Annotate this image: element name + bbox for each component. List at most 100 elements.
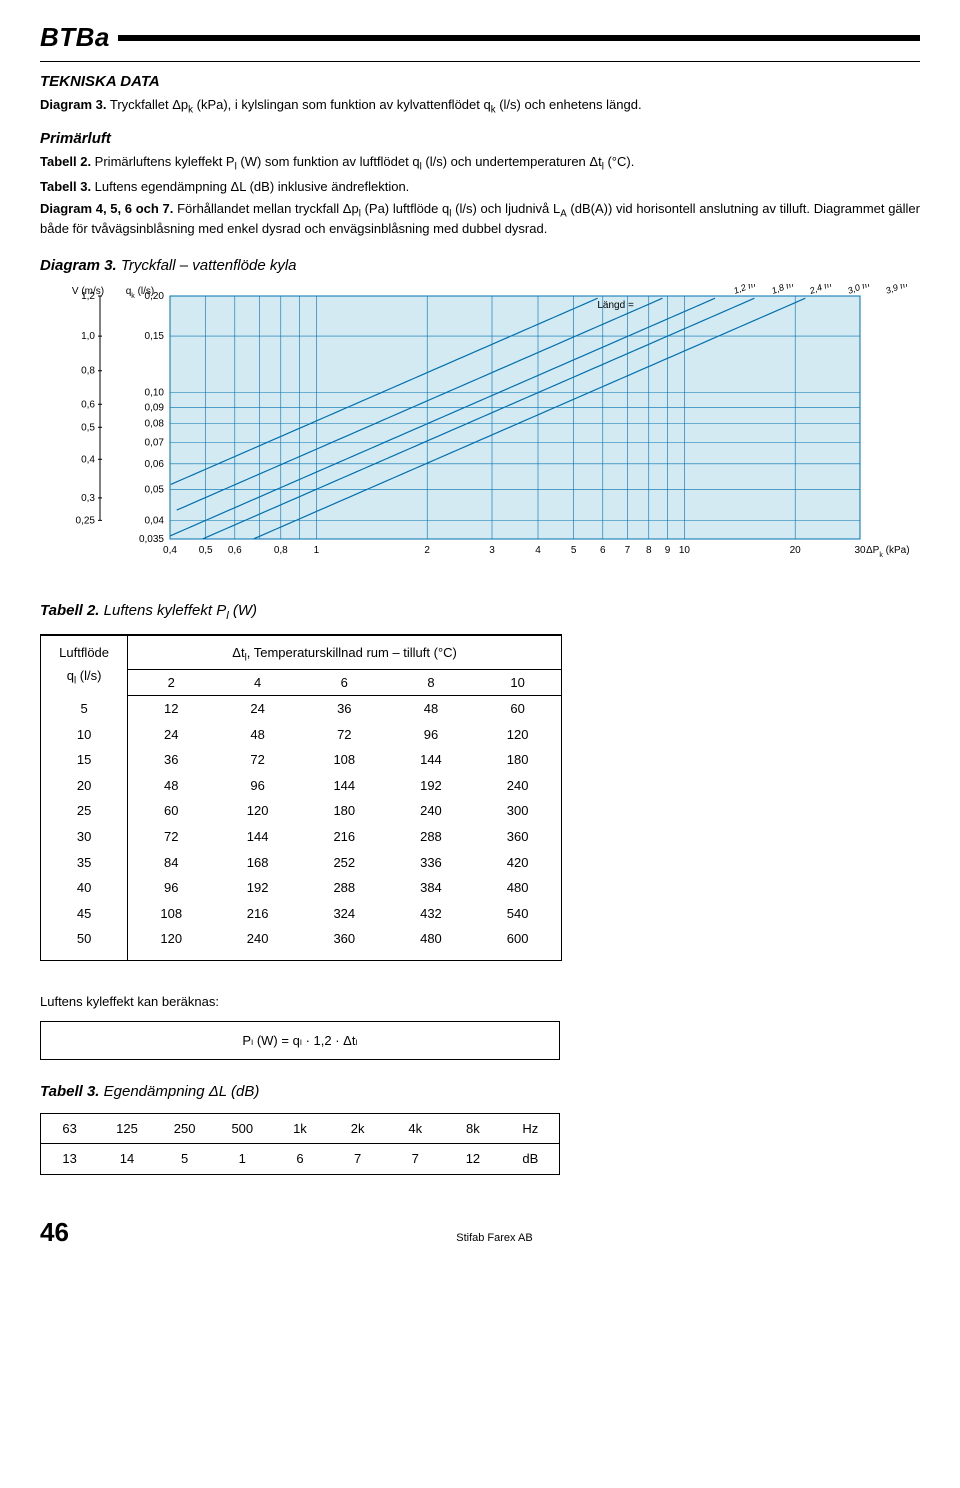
para-tabell2: Tabell 2. Primärluftens kyleffekt Pl (W)… <box>40 153 920 174</box>
t2-cell: 25 <box>41 798 128 824</box>
svg-text:2,4 m: 2,4 m <box>807 284 833 296</box>
table3-title: Tabell 3. Egendämpning ΔL (dB) <box>40 1082 920 1102</box>
t2-cell: 60 <box>474 696 561 722</box>
t2-cell: 180 <box>301 798 388 824</box>
svg-text:3,0 m: 3,0 m <box>846 284 871 296</box>
t2-colhdr-cell: 10 <box>474 669 561 696</box>
svg-text:0,25: 0,25 <box>76 516 96 527</box>
svg-text:0,07: 0,07 <box>145 438 165 449</box>
svg-text:0,08: 0,08 <box>145 419 165 430</box>
svg-text:0,5: 0,5 <box>199 545 213 556</box>
t2-cell: 12 <box>128 696 215 722</box>
svg-text:0,4: 0,4 <box>163 545 177 556</box>
svg-text:4: 4 <box>535 545 541 556</box>
svg-text:0,06: 0,06 <box>145 459 165 470</box>
t2-cell: 168 <box>214 850 301 876</box>
svg-text:1,8 m: 1,8 m <box>770 284 795 296</box>
t2-colhdr-cell: 8 <box>388 669 475 696</box>
t2-cell: 360 <box>301 926 388 960</box>
t2-cell: 96 <box>214 773 301 799</box>
t2-cell: 480 <box>388 926 475 960</box>
t3-cell: 8k <box>444 1113 502 1144</box>
t2-cell: 24 <box>128 722 215 748</box>
table2-wrap: Luftflöde ql (l/s) Δtl, Temperaturskilln… <box>40 634 562 961</box>
t2-cell: 384 <box>388 875 475 901</box>
formula-box: Pₗ (W) = qₗ · 1,2 · Δtₗ <box>40 1021 560 1061</box>
svg-text:0,8: 0,8 <box>274 545 288 556</box>
t3-cell: 5 <box>156 1144 214 1175</box>
svg-text:0,6: 0,6 <box>228 545 242 556</box>
svg-text:9: 9 <box>665 545 671 556</box>
t2-cell: 20 <box>41 773 128 799</box>
svg-text:10: 10 <box>679 545 691 556</box>
t3-cell: 12 <box>444 1144 502 1175</box>
t3-cell: 250 <box>156 1113 214 1144</box>
t3-cell: 125 <box>98 1113 156 1144</box>
t2-cell: 480 <box>474 875 561 901</box>
svg-text:0,09: 0,09 <box>145 403 165 414</box>
t3-cell: 1k <box>271 1113 329 1144</box>
t2-h-span: Δtl, Temperaturskillnad rum – tilluft (°… <box>128 635 561 669</box>
t3-cell: 13 <box>41 1144 99 1175</box>
t2-cell: 72 <box>301 722 388 748</box>
t2-cell: 144 <box>214 824 301 850</box>
t2-cell: 144 <box>388 747 475 773</box>
section-heading: TEKNISKA DATA <box>40 72 920 92</box>
t2-cell: 5 <box>41 696 128 722</box>
svg-text:20: 20 <box>790 545 802 556</box>
title-rule <box>118 35 920 41</box>
t2-cell: 336 <box>388 850 475 876</box>
t2-cell: 40 <box>41 875 128 901</box>
svg-text:1: 1 <box>314 545 320 556</box>
svg-text:7: 7 <box>625 545 631 556</box>
t2-cell: 420 <box>474 850 561 876</box>
t2-cell: 240 <box>474 773 561 799</box>
doc-title: BTBa <box>40 20 110 55</box>
t2-cell: 108 <box>128 901 215 927</box>
svg-text:0,15: 0,15 <box>145 331 165 342</box>
t3-cell: 500 <box>213 1113 271 1144</box>
t2-cell: 72 <box>214 747 301 773</box>
t2-cell: 30 <box>41 824 128 850</box>
t2-cell: 360 <box>474 824 561 850</box>
table3: 631252505001k2k4k8kHz 13145167712dB <box>40 1113 560 1175</box>
svg-text:0,04: 0,04 <box>145 516 165 527</box>
thin-rule <box>40 61 920 62</box>
primarluft-heading: Primärluft <box>40 129 920 149</box>
svg-text:6: 6 <box>600 545 606 556</box>
t2-cell: 45 <box>41 901 128 927</box>
t3-cell: 2k <box>329 1113 387 1144</box>
t2-cell: 540 <box>474 901 561 927</box>
t2-cell: 96 <box>128 875 215 901</box>
footer: 46 Stifab Farex AB <box>40 1215 920 1250</box>
svg-text:0,05: 0,05 <box>145 484 165 495</box>
t2-cell: 240 <box>388 798 475 824</box>
svg-text:3,9 m: 3,9 m <box>884 284 909 296</box>
t2-cell: 432 <box>388 901 475 927</box>
para-tabell3: Tabell 3. Luftens egendämpning ΔL (dB) i… <box>40 178 920 196</box>
t3-cell: 7 <box>329 1144 387 1175</box>
t2-cell: 144 <box>301 773 388 799</box>
svg-text:0,5: 0,5 <box>81 422 95 433</box>
t2-cell: 288 <box>388 824 475 850</box>
t2-cell: 48 <box>128 773 215 799</box>
t2-cell: 72 <box>128 824 215 850</box>
t2-cell: 84 <box>128 850 215 876</box>
t2-cell: 120 <box>474 722 561 748</box>
svg-text:ΔPk (kPa): ΔPk (kPa) <box>866 545 910 559</box>
para-diagram3: Diagram 3. Tryckfallet Δpk (kPa), i kyls… <box>40 96 920 117</box>
svg-text:8: 8 <box>646 545 652 556</box>
t2-cell: 600 <box>474 926 561 960</box>
t2-cell: 48 <box>214 722 301 748</box>
svg-text:2: 2 <box>424 545 430 556</box>
t2-cell: 36 <box>301 696 388 722</box>
t2-colhdr-cell: 4 <box>214 669 301 696</box>
para-diagram4567: Diagram 4, 5, 6 och 7. Förhållandet mell… <box>40 200 920 238</box>
t2-cell: 120 <box>214 798 301 824</box>
t3-cell: 7 <box>386 1144 444 1175</box>
t2-cell: 10 <box>41 722 128 748</box>
t2-cell: 35 <box>41 850 128 876</box>
table2-title: Tabell 2. Luftens kyleffekt Pl (W) <box>40 601 920 624</box>
t2-cell: 324 <box>301 901 388 927</box>
table2: Luftflöde ql (l/s) Δtl, Temperaturskilln… <box>41 635 561 960</box>
